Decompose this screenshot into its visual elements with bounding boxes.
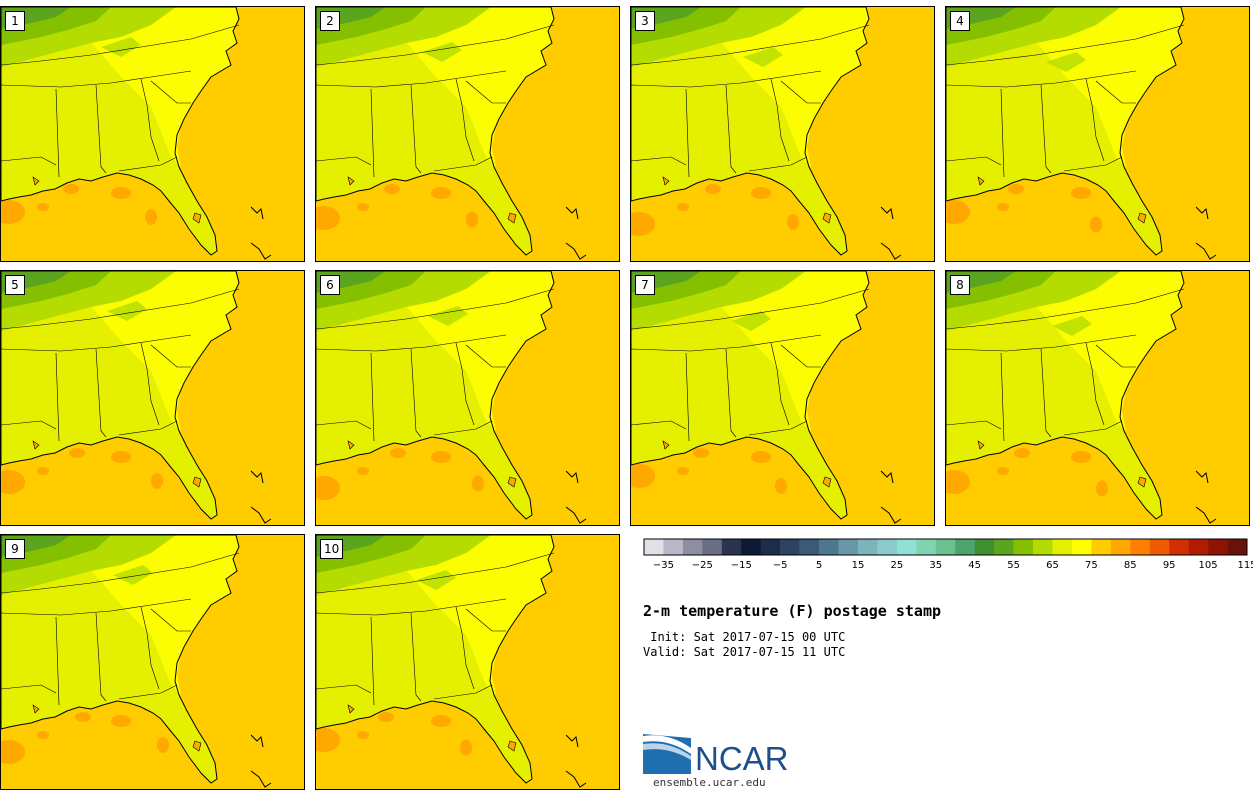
colorbar-tick-label: 5 xyxy=(816,560,822,571)
colorbar-segment xyxy=(1091,539,1112,555)
colorbar-segment xyxy=(857,539,878,555)
temperature-map xyxy=(1,271,304,525)
colorbar-tick-label: 75 xyxy=(1085,560,1098,571)
panel-number-label: 9 xyxy=(5,539,25,559)
map-panel-9: 9 xyxy=(0,534,305,790)
panel-number-label: 10 xyxy=(320,539,344,559)
temperature-map xyxy=(631,7,934,261)
colorbar-tick-label: −25 xyxy=(692,560,713,571)
map-panel-2: 2 xyxy=(315,6,620,262)
colorbar-tick-label: 85 xyxy=(1124,560,1137,571)
colorbar-tick-label: 35 xyxy=(929,560,942,571)
colorbar-outline xyxy=(643,538,1248,556)
map-panel-7: 7 xyxy=(630,270,935,526)
map-panel-1: 1 xyxy=(0,6,305,262)
map-panel-6: 6 xyxy=(315,270,620,526)
temperature-map xyxy=(946,7,1249,261)
panel-number-label: 4 xyxy=(950,11,970,31)
temperature-map xyxy=(1,7,304,261)
ncar-logo: NCAR xyxy=(643,734,789,776)
colorbar-tick-label: −35 xyxy=(653,560,674,571)
init-time: Init: Sat 2017-07-15 00 UTC xyxy=(643,630,846,644)
colorbar-segment xyxy=(1130,539,1151,555)
panel-number-label: 6 xyxy=(320,275,340,295)
colorbar-segment xyxy=(935,539,956,555)
colorbar-tick-label: 55 xyxy=(1007,560,1020,571)
map-panel-5: 5 xyxy=(0,270,305,526)
temperature-map xyxy=(631,271,934,525)
panel-number-label: 1 xyxy=(5,11,25,31)
colorbar-segment xyxy=(916,539,937,555)
colorbar-tick-label: 95 xyxy=(1163,560,1176,571)
temperature-map xyxy=(316,535,619,789)
temperature-map xyxy=(1,535,304,789)
panel-number-label: 7 xyxy=(635,275,655,295)
panel-number-label: 2 xyxy=(320,11,340,31)
map-panel-4: 4 xyxy=(945,6,1250,262)
colorbar-segment xyxy=(838,539,859,555)
temperature-map xyxy=(316,7,619,261)
colorbar-segment xyxy=(682,539,703,555)
panel-number-label: 3 xyxy=(635,11,655,31)
map-panel-8: 8 xyxy=(945,270,1250,526)
temperature-map xyxy=(946,271,1249,525)
panel-number-label: 8 xyxy=(950,275,970,295)
colorbar-segment xyxy=(663,539,684,555)
colorbar-segment xyxy=(1110,539,1131,555)
temperature-map xyxy=(316,271,619,525)
colorbar-segment xyxy=(1013,539,1034,555)
colorbar-segment xyxy=(1033,539,1053,555)
panel-number-label: 5 xyxy=(5,275,25,295)
colorbar-segment xyxy=(644,539,664,555)
colorbar-segment xyxy=(721,539,742,555)
colorbar-segment xyxy=(955,539,975,555)
colorbar-segment xyxy=(1188,539,1209,555)
colorbar-segment xyxy=(896,539,917,555)
colorbar-segment xyxy=(1071,539,1092,555)
colorbar-tick-label: −5 xyxy=(773,560,788,571)
colorbar-tick-label: 115 xyxy=(1237,560,1253,571)
colorbar-segment xyxy=(760,539,781,555)
colorbar-tick-label: 45 xyxy=(968,560,981,571)
colorbar-segment xyxy=(974,539,995,555)
colorbar-tick-label: 25 xyxy=(891,560,904,571)
colorbar-segment xyxy=(1227,539,1248,555)
colorbar-segment xyxy=(741,539,762,555)
map-panel-3: 3 xyxy=(630,6,935,262)
colorbar-segment xyxy=(1149,539,1170,555)
logo-url: ensemble.ucar.edu xyxy=(653,776,766,789)
map-panel-10: 10 xyxy=(315,534,620,790)
colorbar-segment xyxy=(702,539,723,555)
colorbar-segment xyxy=(994,539,1014,555)
colorbar-segment xyxy=(799,539,820,555)
colorbar-segment xyxy=(877,539,898,555)
colorbar-segment xyxy=(780,539,800,555)
valid-time: Valid: Sat 2017-07-15 11 UTC xyxy=(643,645,846,659)
colorbar-tick-label: −15 xyxy=(731,560,752,571)
colorbar-tick-label: 105 xyxy=(1199,560,1218,571)
colorbar-segment xyxy=(1169,539,1189,555)
colorbar-segment xyxy=(819,539,839,555)
chart-title: 2-m temperature (F) postage stamp xyxy=(643,602,942,620)
colorbar-tick-label: 15 xyxy=(852,560,865,571)
colorbar-tick-label: 65 xyxy=(1046,560,1059,571)
colorbar-segment xyxy=(1208,539,1228,555)
logo-wordmark: NCAR xyxy=(695,740,789,776)
temperature-colorbar: −35 −25 −15 −5 5 15 25 35 45 55 65 75 85 95 105 115 xyxy=(643,538,1253,571)
colorbar-segment xyxy=(1052,539,1073,555)
